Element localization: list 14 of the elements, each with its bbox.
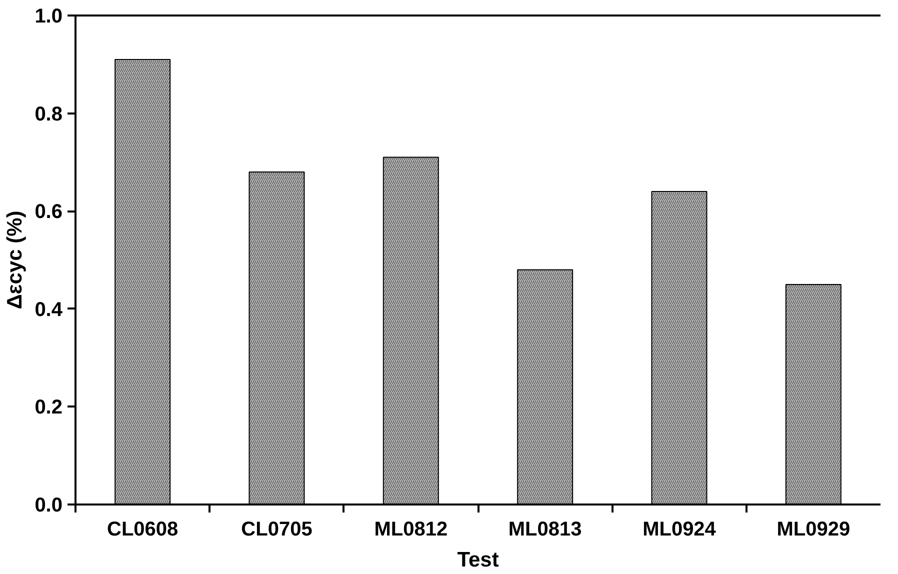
x-tick-label: CL0705	[241, 518, 312, 540]
y-axis-title: Δεcyc (%)	[4, 210, 27, 310]
x-tick-label: CL0608	[107, 518, 178, 540]
x-tick-label: ML0812	[374, 518, 448, 540]
x-tick-label: ML0929	[776, 518, 850, 540]
y-tick-label: 0.0	[34, 494, 63, 516]
x-tick-label: ML0924	[642, 518, 717, 540]
y-tick-label: 0.6	[34, 201, 63, 224]
x-axis-title: Test	[457, 548, 499, 572]
x-tick-label: ML0813	[508, 518, 582, 540]
y-tick-label: 1.0	[34, 6, 63, 28]
y-tick-label: 0.8	[34, 103, 63, 126]
y-tick-label: 0.2	[34, 396, 63, 419]
y-tick-label: 0.4	[34, 298, 64, 321]
